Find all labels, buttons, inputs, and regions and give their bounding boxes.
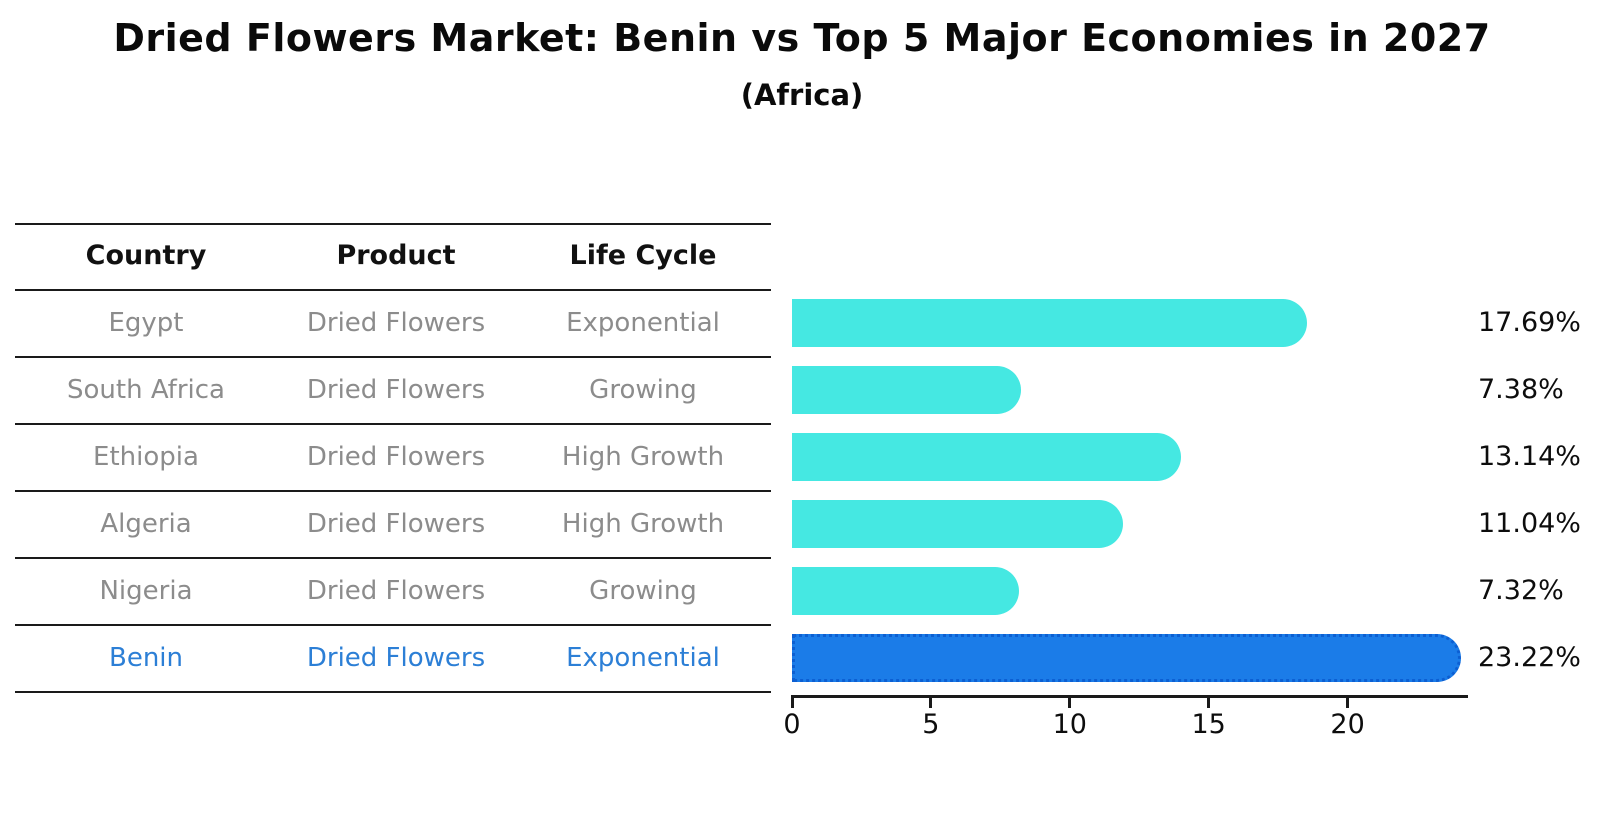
x-tick-mark [790,698,794,708]
chart-subtitle: (Africa) [740,78,864,112]
bar-ethiopia [792,432,1182,481]
value-label-ethiopia: 13.14% [1478,440,1581,472]
bar-algeria [792,499,1123,548]
table-cell-product-south-africa: Dried Flowers [306,374,486,405]
x-tick-mark [1068,698,1072,708]
table-cell-product-algeria: Dried Flowers [306,508,486,539]
table-row-rule [15,289,771,291]
table-cell-country-benin: Benin [108,642,183,673]
table-header-life-cycle: Life Cycle [569,240,717,271]
table-cell-life-cycle-south-africa: Growing [589,374,697,405]
value-label-nigeria: 7.32% [1478,574,1564,606]
table-cell-product-egypt: Dried Flowers [306,307,486,338]
x-tick-mark [1346,698,1350,708]
x-tick-label: 0 [783,709,801,740]
table-header-country: Country [85,240,207,271]
table-top-rule [15,223,771,225]
bar-egypt [792,298,1308,347]
chart-title: Dried Flowers Market: Benin vs Top 5 Maj… [113,16,1491,60]
value-label-egypt: 17.69% [1478,306,1581,338]
table-row-rule [15,691,771,693]
x-axis-line [791,695,1468,698]
table-cell-country-south-africa: South Africa [67,374,225,405]
bar-benin [792,633,1462,682]
value-label-benin: 23.22% [1478,641,1581,673]
x-tick-mark [1207,698,1211,708]
table-cell-life-cycle-nigeria: Growing [589,575,697,606]
table-row-rule [15,356,771,358]
table-cell-country-nigeria: Nigeria [99,575,193,606]
table-cell-country-egypt: Egypt [108,307,184,338]
bar-nigeria [792,566,1020,615]
table-row-rule [15,624,771,626]
table-cell-life-cycle-algeria: High Growth [561,508,725,539]
table-cell-life-cycle-egypt: Exponential [566,307,720,338]
bar-south-africa [792,365,1022,414]
table-cell-product-nigeria: Dried Flowers [306,575,486,606]
table-cell-product-ethiopia: Dried Flowers [306,441,486,472]
x-tick-label: 10 [1052,709,1087,740]
value-label-algeria: 11.04% [1478,507,1581,539]
table-row-rule [15,557,771,559]
x-tick-label: 20 [1330,709,1365,740]
table-cell-product-benin: Dried Flowers [306,642,486,673]
table-cell-country-ethiopia: Ethiopia [93,441,199,472]
table-cell-life-cycle-ethiopia: High Growth [561,441,725,472]
table-row-rule [15,423,771,425]
table-cell-country-algeria: Algeria [100,508,192,539]
x-tick-label: 15 [1191,709,1226,740]
value-label-south-africa: 7.38% [1478,373,1564,405]
x-tick-label: 5 [922,709,940,740]
table-row-rule [15,490,771,492]
x-tick-mark [929,698,933,708]
table-header-product: Product [336,240,456,271]
table-cell-life-cycle-benin: Exponential [566,642,720,673]
